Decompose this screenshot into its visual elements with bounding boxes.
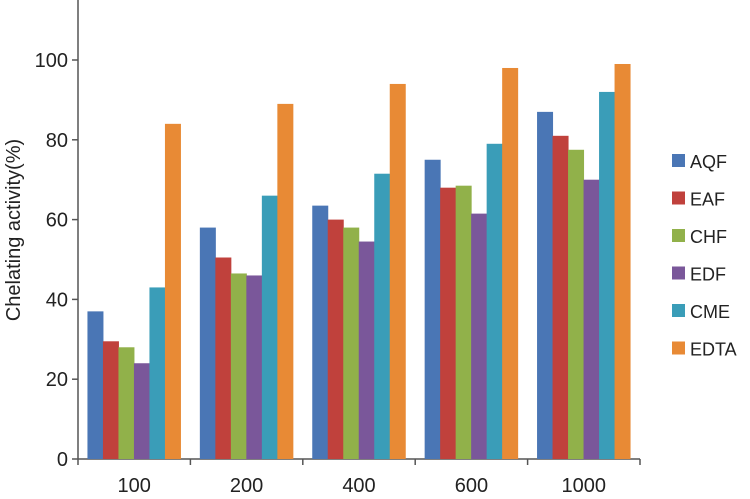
legend-label-edf: EDF: [690, 265, 726, 285]
legend-label-edta: EDTA: [690, 340, 737, 360]
x-tick-label: 600: [455, 475, 488, 497]
y-ticks: 0 20 40 60 80 100: [35, 50, 78, 471]
y-tick-label: 100: [35, 50, 68, 72]
legend-label-aqf: AQF: [690, 152, 727, 172]
x-ticks: 100 200 400 600 1000: [77, 459, 641, 497]
x-tick-label: 400: [342, 475, 375, 497]
bar-eaf-1000: [552, 135, 569, 459]
bar-chf-200: [230, 273, 247, 459]
bar-eaf-100: [102, 341, 119, 459]
bar-edf-600: [471, 213, 488, 459]
bar-cme-1000: [599, 91, 616, 460]
legend-swatch-eaf: [672, 191, 685, 205]
legend-label-chf: CHF: [690, 227, 727, 247]
bar-edta-600: [502, 67, 519, 459]
bar-cme-100: [149, 287, 166, 459]
bar-cme-600: [486, 143, 503, 460]
bar-edf-100: [133, 363, 150, 459]
legend-swatch-edta: [672, 341, 685, 355]
bar-edf-200: [246, 275, 263, 459]
bar-edf-1000: [583, 179, 600, 459]
bar-chf-100: [118, 347, 135, 459]
bar-aqf-200: [199, 227, 216, 459]
bar-edf-400: [358, 241, 375, 459]
y-tick-label: 80: [46, 130, 68, 152]
legend-swatch-chf: [672, 229, 685, 242]
legend-label-eaf: EAF: [690, 190, 725, 210]
bars: [87, 63, 631, 460]
y-tick-label: 20: [46, 369, 68, 391]
bar-aqf-600: [424, 159, 441, 459]
legend-swatch-cme: [672, 304, 685, 317]
bar-eaf-400: [327, 219, 344, 459]
legend-label-cme: CME: [690, 302, 730, 322]
bar-edta-100: [164, 123, 181, 459]
bar-edta-1000: [614, 63, 631, 460]
bar-edta-200: [277, 103, 294, 459]
y-tick-label: 60: [46, 210, 68, 232]
legend-swatch-edf: [672, 266, 685, 280]
bar-eaf-600: [440, 187, 457, 459]
y-tick-label: 0: [57, 449, 68, 471]
bar-aqf-400: [312, 205, 329, 459]
bar-eaf-200: [215, 257, 232, 459]
bar-aqf-1000: [537, 111, 554, 460]
y-tick-label: 40: [46, 289, 68, 311]
x-tick-label: 1000: [562, 475, 607, 497]
legend-swatch-aqf: [672, 154, 685, 167]
x-tick-label: 200: [230, 475, 263, 497]
legend: AQF EAF CHF EDF CME EDTA: [672, 152, 737, 360]
x-tick-label: 100: [118, 475, 151, 497]
y-axis-title: Chelating activity(%): [3, 139, 25, 321]
bar-cme-400: [374, 173, 391, 459]
bar-chf-1000: [568, 149, 585, 459]
bar-chf-400: [343, 227, 360, 459]
bar-cme-200: [261, 195, 278, 459]
bar-chf-600: [455, 185, 472, 459]
bar-edta-400: [389, 83, 406, 459]
bar-aqf-100: [87, 311, 104, 459]
